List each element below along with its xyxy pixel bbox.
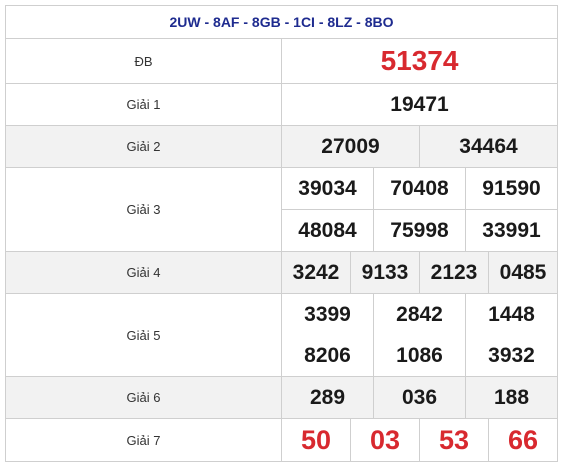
prize-number: 036 bbox=[373, 377, 465, 418]
prize-label-4: Giải 4 bbox=[5, 251, 282, 294]
prize-number: 9133 bbox=[350, 252, 419, 293]
results-table: 2UW - 8AF - 8GB - 1CI - 8LZ - 8BO ĐB 513… bbox=[5, 5, 558, 462]
prize-number: 188 bbox=[465, 377, 557, 418]
prize-number: 66 bbox=[488, 419, 557, 461]
prize-label-1: Giải 1 bbox=[5, 83, 282, 126]
prize-label-2: Giải 2 bbox=[5, 125, 282, 168]
prize-number: 27009 bbox=[321, 134, 380, 158]
prize-number: 50 bbox=[300, 424, 332, 455]
prize-number: 1448 bbox=[465, 294, 557, 335]
prize-number: 91590 bbox=[465, 168, 557, 209]
prize-number: 2123 bbox=[419, 252, 488, 293]
prize-number: 1086 bbox=[373, 335, 465, 376]
prize-number: 3399 bbox=[304, 302, 351, 326]
prize-number: 75998 bbox=[373, 210, 465, 251]
prize-number: 48084 bbox=[298, 218, 357, 242]
prize-number: 0485 bbox=[488, 252, 557, 293]
draw-codes: 2UW - 8AF - 8GB - 1CI - 8LZ - 8BO bbox=[5, 5, 558, 39]
prize-row-6: Giải 6 289 036 188 bbox=[5, 376, 558, 419]
special-prize-number: 51374 bbox=[281, 38, 558, 84]
prize-number: 39034 bbox=[298, 176, 357, 200]
prize-row-7: Giải 7 50 03 53 66 bbox=[5, 418, 558, 462]
prize-number: 19471 bbox=[390, 92, 449, 116]
prize-number: 2842 bbox=[373, 294, 465, 335]
prize-number: 03 bbox=[350, 419, 419, 461]
prize-row-special: ĐB 51374 bbox=[5, 38, 558, 84]
prize-row-4: Giải 4 3242 9133 2123 0485 bbox=[5, 251, 558, 294]
prize-number: 33991 bbox=[465, 210, 557, 251]
prize-row-5: Giải 5 3399 2842 1448 8206 1086 3932 bbox=[5, 293, 558, 377]
prize-label-7: Giải 7 bbox=[5, 418, 282, 462]
prize-number: 8206 bbox=[304, 343, 351, 367]
prize-number: 53 bbox=[419, 419, 488, 461]
prize-row-3: Giải 3 39034 70408 91590 48084 75998 339… bbox=[5, 167, 558, 252]
prize-number: 3242 bbox=[292, 260, 340, 284]
prize-label-6: Giải 6 bbox=[5, 376, 282, 419]
prize-number: 34464 bbox=[419, 126, 557, 167]
prize-number: 3932 bbox=[465, 335, 557, 376]
prize-label-5: Giải 5 bbox=[5, 293, 282, 377]
prize-label-special: ĐB bbox=[5, 38, 282, 84]
prize-number: 289 bbox=[309, 385, 346, 409]
prize-number: 70408 bbox=[373, 168, 465, 209]
prize-row-1: Giải 1 19471 bbox=[5, 83, 558, 126]
prize-row-2: Giải 2 27009 34464 bbox=[5, 125, 558, 168]
prize-label-3: Giải 3 bbox=[5, 167, 282, 252]
